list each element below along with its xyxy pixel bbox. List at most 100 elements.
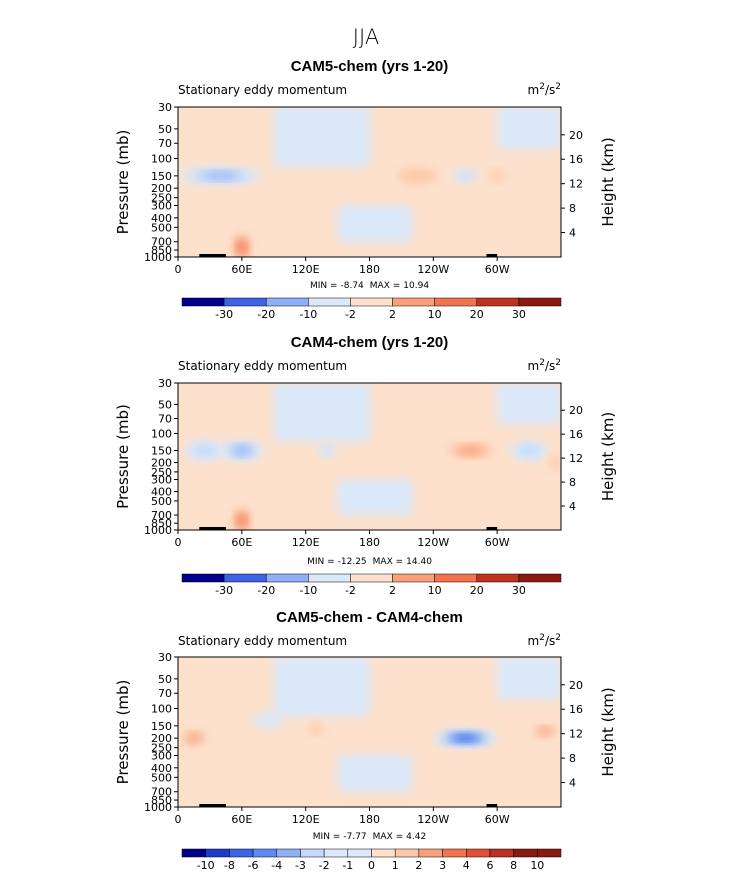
y-tick-label: 500 — [151, 771, 172, 784]
contour-feature-2 — [231, 189, 253, 222]
contour-feature-6 — [489, 171, 506, 181]
colorbar-box — [347, 848, 372, 858]
y-tick-label: 1000 — [144, 251, 172, 264]
colorbar-box — [308, 573, 351, 583]
contour-field — [178, 107, 561, 257]
x-tick-label: 60W — [485, 813, 510, 826]
stat-min-label: MIN = — [307, 557, 335, 567]
y-tick-label: 300 — [151, 749, 172, 762]
x-tick-label: 120W — [417, 813, 449, 826]
season-title: JJA — [353, 25, 379, 49]
contour-feature-4 — [397, 167, 438, 185]
y-tick-label: 30 — [158, 101, 172, 114]
units-exp1: 2 — [539, 358, 545, 368]
stat-max-label: MAX = — [373, 557, 404, 567]
y2-tick-label: 20 — [569, 679, 583, 692]
colorbar-label: -20 — [257, 308, 275, 321]
units-label: m2/s2 — [528, 82, 561, 97]
colorbar-label: 10 — [428, 584, 442, 597]
colorbar-label: 20 — [470, 308, 484, 321]
y-tick-label: 500 — [151, 221, 172, 234]
y-tick-label: 50 — [158, 123, 172, 136]
y2-tick-label: 8 — [569, 202, 576, 215]
y2-tick-label: 20 — [569, 404, 583, 417]
y-tick-label: 250 — [151, 742, 172, 755]
units-exp2: 2 — [555, 82, 561, 92]
colorbar-box — [181, 297, 225, 307]
colorbar-box — [323, 848, 349, 858]
colorbar-box — [276, 848, 301, 858]
contour-feature-3 — [238, 515, 246, 526]
colorbar-label: 6 — [486, 859, 493, 872]
colorbar-box — [350, 573, 393, 583]
negative-region — [337, 755, 413, 792]
colorbar-box — [518, 297, 562, 307]
terrain — [486, 804, 498, 807]
colorbar-label: -10 — [299, 308, 317, 321]
contour-feature-4 — [308, 723, 325, 734]
min-max-stats: MIN = -7.77 MAX = 4.42 — [313, 832, 426, 842]
stat-min-label: MIN = — [310, 281, 338, 291]
stat-max: 14.40 — [406, 557, 432, 567]
colorbar-box — [394, 848, 420, 858]
stat-min: -8.74 — [341, 281, 365, 291]
contour-feature-5 — [456, 735, 475, 741]
y-tick-label: 70 — [158, 137, 172, 150]
y-tick-label: 30 — [158, 377, 172, 390]
y-tick-label: 100 — [151, 703, 172, 716]
y-tick-label: 850 — [151, 794, 172, 807]
colorbar-box — [476, 297, 520, 307]
terrain — [486, 254, 498, 257]
x-tick-label: 120E — [292, 536, 320, 549]
contour-feature-6 — [517, 444, 541, 457]
units-exp2: 2 — [555, 358, 561, 368]
y2-tick-label: 8 — [569, 752, 576, 765]
y2-tick-label: 12 — [569, 728, 583, 741]
panel-title: CAM5-chem (yrs 1-20) — [291, 58, 449, 75]
colorbar-label: 4 — [463, 859, 470, 872]
terrain — [486, 527, 498, 530]
colorbar-box — [265, 573, 309, 583]
y-tick-label: 700 — [151, 786, 172, 799]
colorbar-box — [181, 848, 206, 858]
y-axis-title: Pressure (mb) — [114, 680, 132, 785]
colorbar-box — [434, 297, 478, 307]
y-tick-label: 100 — [151, 427, 172, 440]
y2-tick-label: 8 — [569, 476, 576, 489]
colorbar-box — [392, 297, 435, 307]
x-tick-label: 60W — [485, 536, 510, 549]
x-tick-label: 60E — [231, 536, 252, 549]
y2-tick-label: 16 — [569, 153, 583, 166]
y2-tick-label: 4 — [569, 500, 576, 513]
left-string: Stationary eddy momentum — [178, 359, 347, 373]
y-tick-label: 200 — [151, 732, 172, 745]
colorbar-box — [308, 297, 351, 307]
panel-3: CAM5-chem - CAM4-chem Stationary eddy mom… — [114, 609, 617, 872]
colorbar-box — [466, 848, 491, 858]
units-exp1: 2 — [539, 633, 545, 643]
stat-max-label: MAX = — [370, 281, 401, 291]
contour-feature-7 — [525, 176, 543, 200]
stat-min: -7.77 — [343, 832, 366, 842]
colorbar-box — [181, 573, 225, 583]
colorbar-box — [418, 848, 443, 858]
x-tick-label: 0 — [175, 263, 182, 276]
contour-feature-4 — [321, 446, 333, 454]
y2-tick-label: 20 — [569, 129, 583, 142]
contour-feature-2 — [232, 446, 252, 455]
contour-field — [178, 657, 561, 807]
x-tick-label: 60W — [485, 263, 510, 276]
y2-tick-label: 12 — [569, 452, 583, 465]
units-sep: /s — [545, 359, 555, 373]
y-tick-label: 70 — [158, 413, 172, 426]
colorbar-box — [205, 848, 230, 858]
units-base: m — [528, 634, 540, 648]
panel-title: CAM5-chem - CAM4-chem — [276, 609, 463, 626]
contour-feature-3 — [238, 241, 246, 254]
y-tick-label: 50 — [158, 398, 172, 411]
colorbar-label: -4 — [271, 859, 282, 872]
y2-tick-label: 16 — [569, 428, 583, 441]
x-tick-label: 60E — [231, 263, 252, 276]
y-axis-title: Pressure (mb) — [114, 130, 132, 235]
terrain — [199, 527, 226, 530]
